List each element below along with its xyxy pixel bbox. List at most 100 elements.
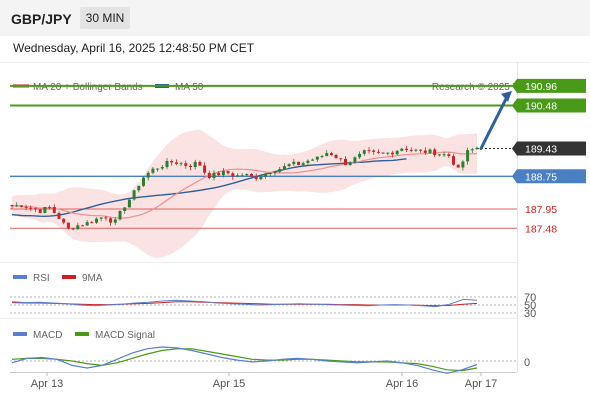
- ma20-legend-label: MA 20 + Bollinger Bands: [33, 82, 143, 93]
- candle-body: [433, 149, 437, 156]
- timeframe-button[interactable]: 30 MIN: [80, 7, 130, 29]
- forecast-arrow-head: [501, 90, 512, 102]
- panel-separator-macd: [0, 318, 517, 319]
- candle-body: [127, 199, 131, 208]
- rsi-level-label: 50: [524, 300, 536, 312]
- candle-body: [461, 161, 465, 168]
- candle-body: [184, 163, 188, 166]
- candle-body: [395, 150, 399, 155]
- candle-body: [137, 185, 141, 191]
- candle-body: [405, 148, 408, 150]
- candle-body: [325, 153, 329, 157]
- candle-body: [85, 222, 89, 226]
- candle-body: [170, 161, 174, 163]
- candle-body: [268, 173, 272, 175]
- ma20-line: [11, 151, 478, 219]
- candle-body: [311, 159, 315, 161]
- candle-body: [66, 222, 70, 229]
- price-label-last: 189.43: [525, 144, 557, 156]
- candle-body: [297, 161, 300, 165]
- candle-body: [282, 166, 286, 169]
- forecast-arrow: [479, 90, 512, 150]
- rsi-level-label: 30: [524, 308, 536, 320]
- candle-body: [76, 225, 80, 230]
- candle-body: [19, 205, 23, 207]
- candle-body: [423, 150, 427, 153]
- candle-body: [466, 150, 470, 162]
- candle-body: [250, 174, 253, 177]
- candle-body: [452, 156, 455, 165]
- candle-body: [212, 172, 216, 178]
- candle-body: [278, 169, 282, 172]
- rsi-legend-label: RSI: [33, 273, 50, 284]
- rsi-line: [11, 298, 478, 308]
- candle-body: [372, 150, 376, 152]
- candle-body: [81, 225, 84, 227]
- candle-body: [475, 147, 479, 150]
- candle-body: [442, 154, 446, 156]
- candle-body: [217, 172, 221, 176]
- candle-body: [198, 161, 202, 166]
- candle-body: [104, 217, 108, 219]
- candle-body: [339, 158, 343, 160]
- candle-body: [113, 219, 117, 223]
- price-label-bg-target: [512, 78, 586, 93]
- time-axis-label: Apr 13: [31, 378, 63, 390]
- time-axis: Apr 13 Apr 15 Apr 16 Apr 17: [31, 372, 497, 390]
- candle-body: [428, 149, 432, 153]
- chart-datetime: Wednesday, April 16, 2025 12:48:50 PM CE…: [13, 41, 255, 55]
- candle-body: [456, 164, 460, 168]
- candle-body: [409, 149, 413, 151]
- candle-body: [259, 176, 263, 180]
- candle-body: [29, 207, 33, 209]
- price-label-target: 190.48: [525, 101, 557, 113]
- candle-body: [287, 164, 291, 167]
- candle-body: [320, 156, 324, 158]
- rsi-legend-swatch: [13, 275, 27, 279]
- candle-body: [334, 155, 338, 159]
- time-axis-label: Apr 15: [213, 378, 245, 390]
- candle-body: [142, 177, 145, 186]
- macd-signal-legend-label: MACD Signal: [95, 330, 155, 341]
- candle-body: [236, 175, 239, 177]
- candle-body: [344, 158, 347, 165]
- candle-body: [358, 153, 362, 158]
- macd-legend-label: MACD: [33, 330, 62, 341]
- price-axis-line: [517, 62, 518, 372]
- candle-body: [95, 218, 98, 223]
- candle-body: [306, 160, 310, 163]
- candle-body: [193, 161, 197, 167]
- candle-body: [179, 163, 183, 165]
- candle-body: [90, 222, 94, 224]
- candle-body: [189, 165, 192, 167]
- candle-body: [174, 162, 178, 164]
- candle-body: [301, 163, 305, 165]
- candle-body: [362, 150, 366, 154]
- candle-body: [391, 152, 394, 155]
- candle-body: [132, 190, 136, 200]
- candle-body: [109, 218, 113, 223]
- candle-body: [151, 168, 155, 173]
- macd-signal-legend-swatch: [75, 332, 89, 336]
- forecast-arrow-shaft: [479, 93, 510, 150]
- price-label-bg-pivot: [512, 169, 586, 184]
- candle-body: [400, 148, 404, 151]
- macd-zero-label: 0: [524, 357, 530, 369]
- candle-body: [292, 161, 296, 165]
- candle-body: [470, 149, 474, 151]
- candle-body: [62, 218, 66, 223]
- moving-averages: [11, 151, 478, 219]
- candle-body: [419, 149, 423, 151]
- rsi-ma-legend-swatch: [62, 275, 76, 279]
- ma50-legend-label: MA 50: [175, 82, 204, 93]
- candle-body: [38, 209, 42, 213]
- candle-body: [24, 206, 28, 208]
- candle-body: [57, 213, 61, 219]
- price-label-pivot: 188.75: [525, 171, 557, 183]
- candle-body: [48, 207, 52, 208]
- time-axis-line: [10, 372, 517, 373]
- price-label-bg-last: [512, 141, 586, 156]
- candle-body: [15, 205, 19, 207]
